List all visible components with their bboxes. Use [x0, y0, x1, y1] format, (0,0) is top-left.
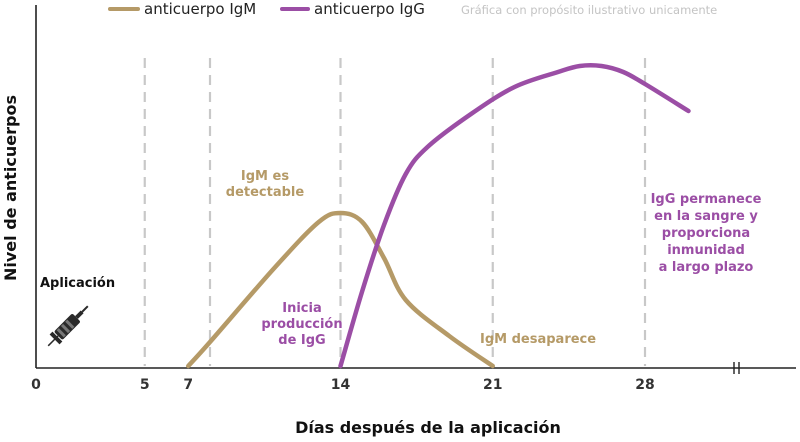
annotation-igg-inicia: producción — [261, 317, 342, 332]
series-lines — [186, 63, 691, 369]
x-tick-label: 14 — [331, 377, 351, 393]
annotation-igg-inicia: de IgG — [278, 333, 325, 348]
series-line-igg — [338, 63, 691, 369]
x-tick-label: 7 — [183, 377, 193, 393]
axes — [35, 5, 796, 374]
gridlines — [143, 58, 647, 366]
annotation-igm-desaparece: IgM desaparece — [480, 332, 596, 347]
illustrative-note: Gráfica con propósito ilustrativo unicam… — [461, 3, 717, 17]
y-axis-title: Nivel de anticuerpos — [1, 95, 20, 281]
x-tick-label: 21 — [483, 377, 502, 393]
annotation-aplicacion: Aplicación — [40, 276, 115, 291]
legend: anticuerpo IgM anticuerpo IgG Gráfica co… — [108, 0, 717, 18]
series-line-igm — [186, 210, 495, 369]
legend-label-igg: anticuerpo IgG — [314, 0, 425, 18]
x-tick-labels: 0 5 7 14 21 28 — [31, 377, 655, 393]
x-tick-label: 5 — [140, 377, 150, 393]
annotation-igm-detectable: detectable — [226, 185, 305, 200]
annotation-igg-inicia: Inicia — [282, 301, 321, 316]
legend-label-igm: anticuerpo IgM — [144, 0, 256, 18]
annotation-igg-permanece: proporciona — [662, 226, 750, 241]
annotation-igg-permanece: IgG permanece — [651, 192, 762, 207]
annotation-igg-permanece: a largo plazo — [659, 260, 754, 275]
annotation-igg-permanece: en la sangre y — [654, 209, 758, 224]
annotation-igg-permanece: inmunidad — [667, 243, 745, 258]
annotation-igm-detectable: IgM es — [241, 169, 289, 184]
syringe-icon — [47, 305, 89, 347]
x-tick-label: 0 — [31, 377, 41, 393]
x-tick-label: 28 — [635, 377, 654, 393]
x-axis-title: Días después de la aplicación — [295, 418, 561, 437]
